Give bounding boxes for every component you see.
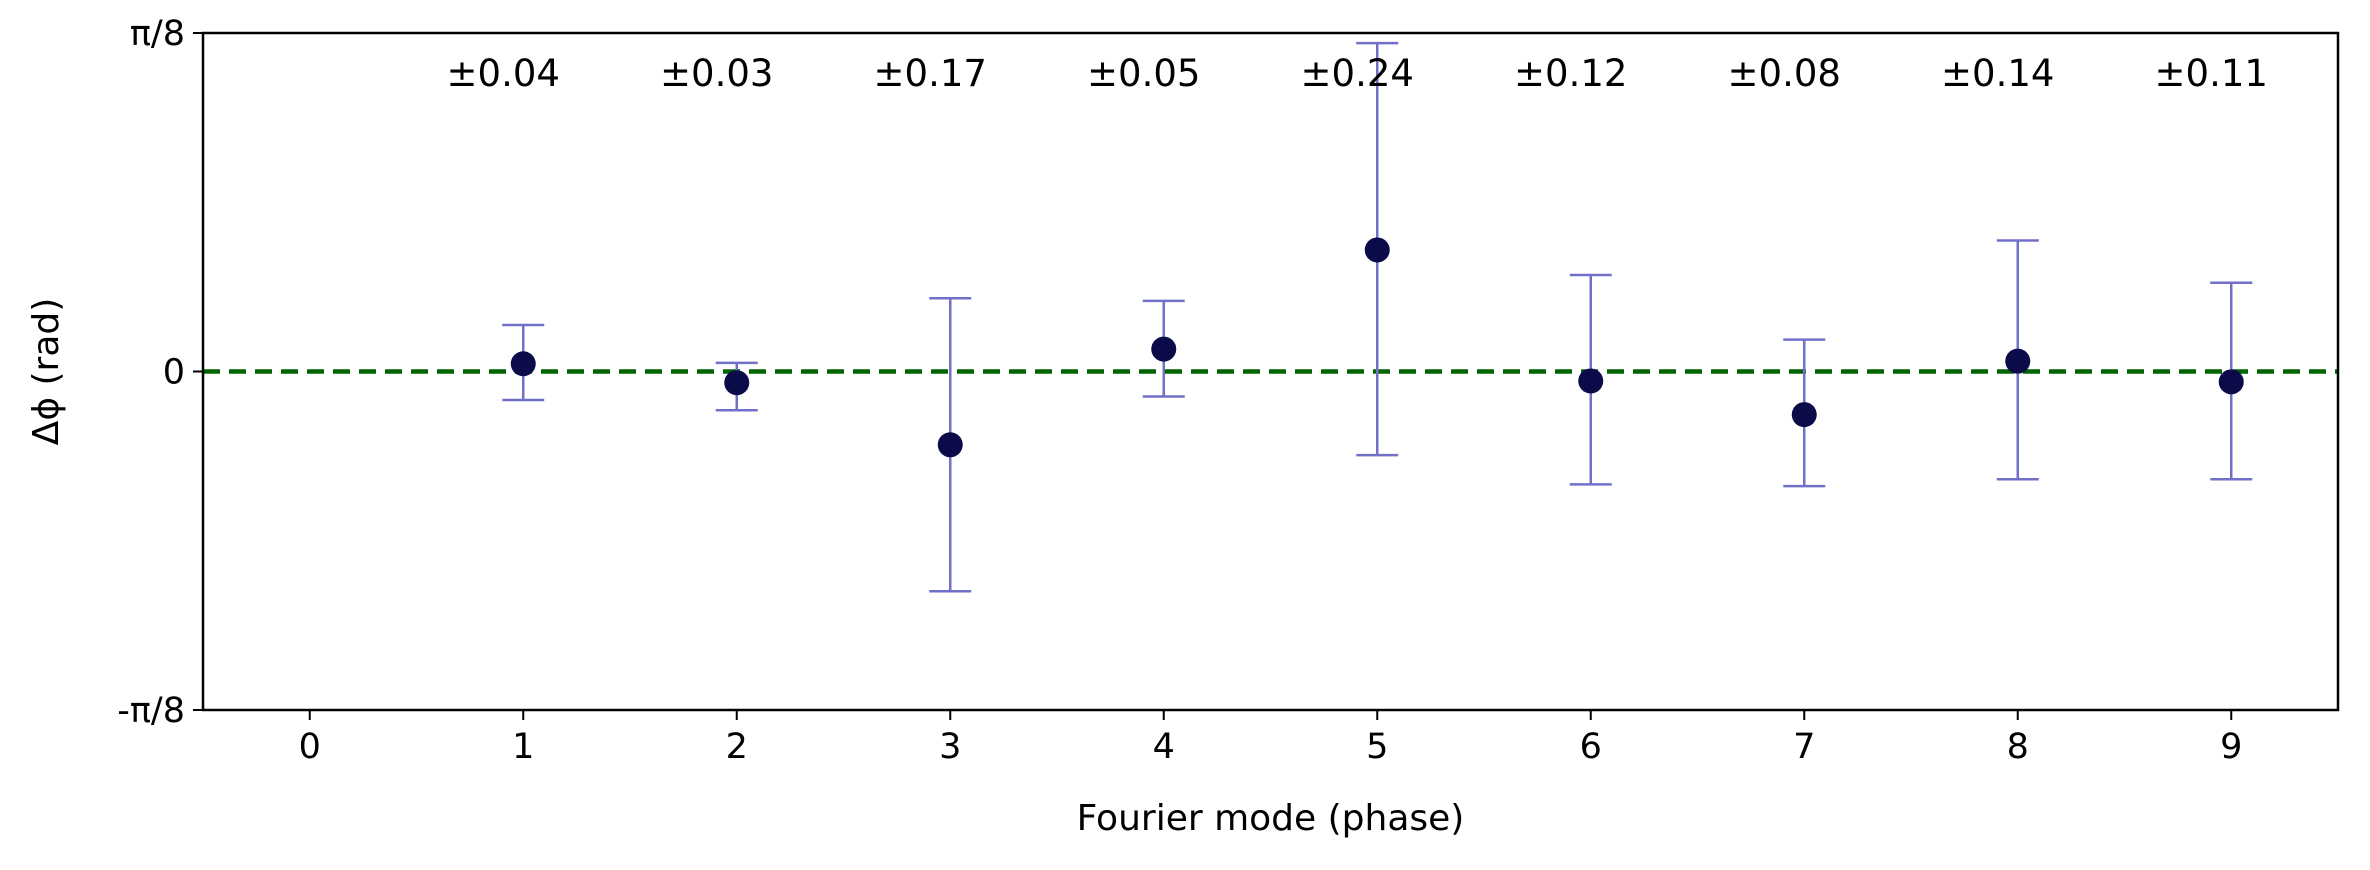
uncertainty-annotation: ±0.24	[1301, 52, 1414, 95]
data-point-9: ±0.11	[2155, 52, 2268, 481]
data-marker	[2005, 348, 2031, 374]
data-point-1: ±0.04	[447, 52, 560, 402]
x-tick-label: 1	[512, 727, 534, 767]
data-point-5: ±0.24	[1301, 41, 1414, 457]
uncertainty-annotation: ±0.04	[447, 52, 560, 95]
uncertainty-annotation: ±0.17	[874, 52, 987, 95]
x-tick-label: 4	[1153, 727, 1175, 767]
uncertainty-annotation: ±0.05	[1087, 52, 1200, 95]
data-point-7: ±0.08	[1728, 52, 1841, 488]
x-tick-label: 8	[2007, 727, 2029, 767]
x-tick-label: 0	[299, 727, 321, 767]
uncertainty-annotation: ±0.14	[1941, 52, 2054, 95]
y-axis: -π/8 0 π/8	[117, 14, 203, 731]
data-marker	[2218, 369, 2244, 395]
data-point-8: ±0.14	[1941, 52, 2054, 481]
uncertainty-annotation: ±0.03	[660, 52, 773, 95]
uncertainty-annotation: ±0.11	[2155, 52, 2268, 95]
y-axis-label: Δϕ (rad)	[26, 298, 67, 446]
data-marker	[1578, 368, 1604, 394]
x-tick-label: 6	[1580, 727, 1602, 767]
data-marker	[510, 351, 536, 377]
data-marker	[1364, 237, 1390, 263]
x-tick-label: 2	[726, 727, 748, 767]
y-tick-label: -π/8	[117, 691, 185, 731]
data-point-6: ±0.12	[1514, 52, 1627, 486]
plot-area: ±0.04 ±0.03 ±0.17 ±0.05 ±0.24 ±0.12 ±0.08 ±0.14…	[203, 41, 2338, 593]
x-tick-label: 5	[1366, 727, 1388, 767]
x-tick-label: 9	[2220, 727, 2242, 767]
data-point-4: ±0.05	[1087, 52, 1200, 398]
data-marker	[1151, 336, 1177, 362]
uncertainty-annotation: ±0.12	[1514, 52, 1627, 95]
y-tick-label: 0	[163, 353, 185, 393]
data-marker	[724, 370, 750, 396]
data-point-3: ±0.17	[874, 52, 987, 593]
y-tick-label: π/8	[130, 14, 185, 54]
x-tick-label: 7	[1793, 727, 1815, 767]
data-marker	[937, 432, 963, 458]
data-point-2: ±0.03	[660, 52, 773, 412]
uncertainty-annotation: ±0.08	[1728, 52, 1841, 95]
x-tick-label: 3	[939, 727, 961, 767]
x-axis: 0 1 2 3 4 5 6 7 8 9	[299, 710, 2242, 767]
x-axis-label: Fourier mode (phase)	[1077, 798, 1465, 839]
data-marker	[1791, 402, 1817, 428]
